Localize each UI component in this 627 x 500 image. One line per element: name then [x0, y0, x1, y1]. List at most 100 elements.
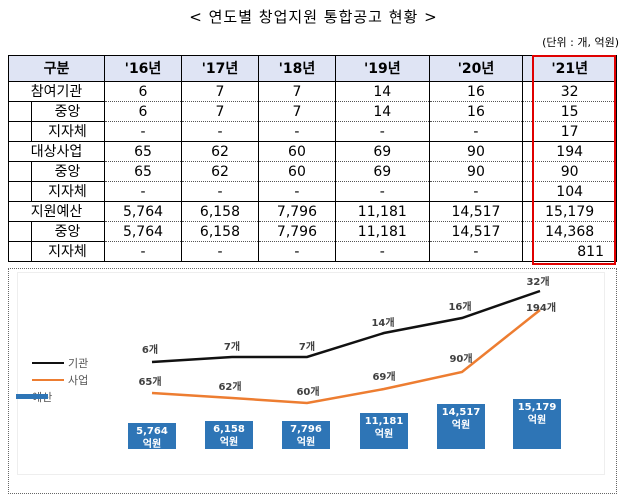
institutions-data-label: 7개 [223, 342, 241, 353]
row-label-cell: 지자체 [8, 121, 105, 142]
row-label: 지자체 [48, 243, 87, 260]
table-row: 대상사업 65 62 60 69 90 194 [8, 141, 617, 162]
table-cell: 62 [180, 161, 259, 182]
table-row: 지자체 - - - - - 811 [8, 241, 617, 262]
indent-divider [31, 122, 32, 141]
indent-divider [31, 222, 32, 241]
table-cell: 69 [334, 141, 430, 162]
row-label: 중앙 [54, 223, 81, 240]
table-cell: 17 [522, 121, 617, 142]
legend-line-orange-icon [32, 378, 64, 381]
table-cell: 14,368 [522, 221, 617, 242]
legend-item-institutions: 기관 [32, 354, 88, 371]
programs-line [151, 309, 541, 405]
table-cell: 32 [522, 81, 617, 102]
budget-value: 14,517 [441, 407, 481, 418]
table-row: 지자체 - - - - - 17 [8, 121, 617, 142]
row-label-cell: 지자체 [8, 241, 105, 262]
row-label-cell: 중앙 [8, 161, 105, 182]
table-cell: 7,796 [257, 201, 336, 222]
budget-value: 11,181 [364, 416, 404, 427]
row-label-cell: 중앙 [8, 221, 105, 242]
legend-item-budget: 예산 [16, 388, 88, 405]
legend-bar-blue-icon [16, 394, 48, 399]
row-label-cell: 지자체 [8, 181, 105, 202]
table-cell: 194 [522, 141, 617, 162]
table-cell: 14,517 [428, 201, 524, 222]
chart-legend: 기관 사업 예산 [16, 354, 88, 405]
institutions-data-label: 14개 [371, 318, 395, 329]
institutions-data-label: 6개 [141, 345, 159, 356]
table-cell: 15 [522, 101, 617, 122]
budget-unit: 억원 [219, 437, 239, 448]
table-cell: 7 [257, 81, 336, 102]
header-2019: '19년 [334, 55, 430, 82]
table-row: 중앙 5,764 6,158 7,796 11,181 14,517 14,36… [8, 221, 617, 242]
table-cell: - [257, 181, 336, 202]
budget-unit: 억원 [142, 439, 162, 450]
budget-bar: 14,517 억원 [437, 404, 485, 449]
table-cell: - [257, 121, 336, 142]
table-cell: 104 [522, 181, 617, 202]
row-label: 중앙 [54, 103, 81, 120]
programs-data-label: 62개 [218, 382, 242, 393]
table-header-row: 구분 '16년 '17년 '18년 '19년 '20년 '21년 [8, 55, 617, 82]
budget-bar: 11,181 억원 [360, 413, 408, 449]
row-label: 중앙 [54, 163, 81, 180]
table-cell: 60 [257, 161, 336, 182]
table-cell: 14 [334, 81, 430, 102]
table-cell: 811 [522, 241, 617, 262]
row-label: 대상사업 [8, 141, 105, 162]
budget-value: 15,179 [517, 402, 557, 413]
budget-value: 7,796 [290, 424, 322, 435]
table-row: 중앙 6 7 7 14 16 15 [8, 101, 617, 122]
table-cell: 7,796 [257, 221, 336, 242]
legend-line-black-icon [32, 361, 64, 364]
table-cell: 90 [522, 161, 617, 182]
page-title: < 연도별 창업지원 통합공고 현황 > [189, 8, 438, 26]
table-cell: 14,517 [428, 221, 524, 242]
budget-bar: 15,179 억원 [513, 399, 561, 449]
header-category: 구분 [8, 55, 105, 82]
budget-bar: 7,796 억원 [282, 421, 330, 449]
table-cell: 6,158 [180, 201, 259, 222]
programs-data-label: 90개 [449, 354, 473, 365]
table-cell: 69 [334, 161, 430, 182]
programs-data-label: 60개 [296, 387, 320, 398]
budget-unit: 억원 [374, 429, 394, 440]
header-2021: '21년 [522, 55, 617, 82]
table-cell: 5,764 [104, 201, 182, 222]
table-cell: - [104, 241, 182, 262]
institutions-data-label: 16개 [448, 302, 472, 313]
table-row: 지자체 - - - - - 104 [8, 181, 617, 202]
table-cell: 90 [428, 141, 524, 162]
row-label: 참여기관 [8, 81, 105, 102]
table-row: 참여기관 6 7 7 14 16 32 [8, 81, 617, 102]
programs-data-label: 65개 [138, 377, 162, 388]
institutions-data-label: 32개 [526, 277, 550, 288]
table-cell: 5,764 [104, 221, 182, 242]
row-label: 지원예산 [8, 201, 105, 222]
startup-support-table: 구분 '16년 '17년 '18년 '19년 '20년 '21년 참여기관 6 … [8, 55, 617, 262]
table-cell: 16 [428, 101, 524, 122]
table-cell: - [257, 241, 336, 262]
institutions-data-label: 7개 [298, 342, 316, 353]
chart-frame [8, 268, 617, 494]
budget-bar: 6,158 억원 [205, 421, 253, 449]
table-cell: 14 [334, 101, 430, 122]
table-cell: 65 [104, 141, 182, 162]
budget-bar: 5,764 억원 [128, 423, 176, 450]
institutions-line [151, 289, 541, 364]
legend-label: 기관 [68, 356, 89, 370]
indent-divider [31, 242, 32, 261]
indent-divider [31, 102, 32, 121]
table-row: 지원예산 5,764 6,158 7,796 11,181 14,517 15,… [8, 201, 617, 222]
table-cell: 60 [257, 141, 336, 162]
budget-value: 5,764 [136, 426, 168, 437]
table-row: 중앙 65 62 60 69 90 90 [8, 161, 617, 182]
budget-value: 6,158 [213, 424, 245, 435]
table-cell: 65 [104, 161, 182, 182]
header-2016: '16년 [104, 55, 182, 82]
row-label: 지자체 [48, 123, 87, 140]
